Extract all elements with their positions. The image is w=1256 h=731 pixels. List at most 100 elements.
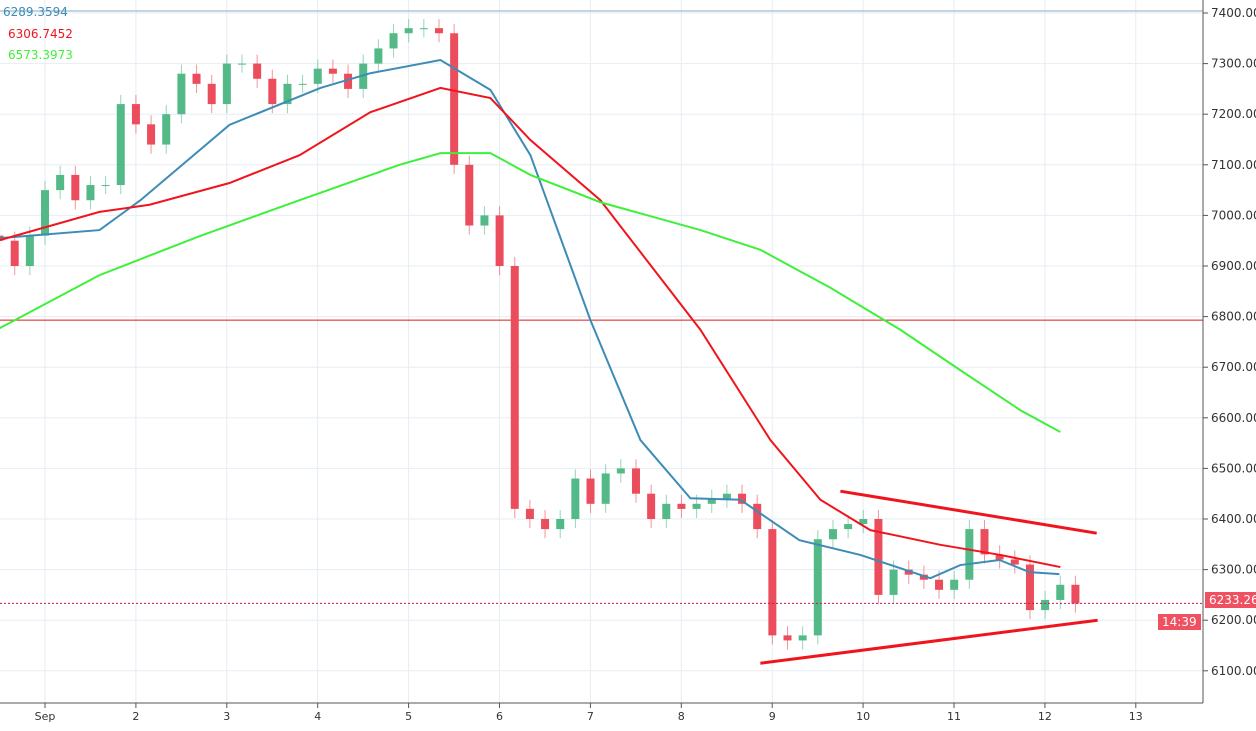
time-tick-label: 13 bbox=[1129, 710, 1143, 723]
time-tick-label: 10 bbox=[856, 710, 870, 723]
candle-body bbox=[1025, 564, 1034, 611]
candle-body bbox=[25, 235, 34, 266]
countdown-tag: 14:39 bbox=[1158, 614, 1201, 630]
candle-body bbox=[677, 503, 686, 509]
trendline bbox=[840, 489, 1097, 535]
candle-body bbox=[768, 529, 777, 636]
candle-body bbox=[1056, 584, 1065, 600]
candle-body bbox=[965, 529, 974, 580]
candle-body bbox=[541, 519, 550, 530]
time-tick-label: 4 bbox=[314, 710, 321, 723]
candle-body bbox=[889, 569, 898, 595]
price-tick-label: 6500.00 bbox=[1211, 461, 1256, 475]
time-tick-label: Sep bbox=[35, 710, 56, 723]
candle-body bbox=[10, 240, 19, 266]
price-tick-label: 7400.00 bbox=[1211, 6, 1256, 20]
candle-body bbox=[692, 503, 701, 509]
candle-body bbox=[404, 28, 413, 34]
candle-body bbox=[828, 529, 837, 540]
candle-body bbox=[495, 215, 504, 266]
candle-body bbox=[41, 190, 50, 236]
candle-body bbox=[434, 28, 443, 34]
price-tick-label: 6300.00 bbox=[1211, 563, 1256, 577]
legend-ma-green: 6573.3973 bbox=[8, 48, 73, 62]
candle-body bbox=[253, 63, 262, 79]
candle-body bbox=[662, 503, 671, 519]
candle-body bbox=[147, 124, 156, 145]
candle-body bbox=[268, 78, 277, 105]
time-tick-label: 3 bbox=[223, 710, 230, 723]
candle-body bbox=[738, 493, 747, 504]
candle-body bbox=[586, 478, 595, 504]
candle-body bbox=[237, 63, 246, 65]
time-tick-label: 2 bbox=[132, 710, 139, 723]
time-tick-label: 9 bbox=[769, 710, 776, 723]
candle-body bbox=[162, 114, 171, 145]
price-tick-label: 6600.00 bbox=[1211, 411, 1256, 425]
price-tick-label: 6200.00 bbox=[1211, 613, 1256, 627]
candle-body bbox=[131, 104, 140, 125]
candle-body bbox=[510, 266, 519, 509]
price-tick-label: 7300.00 bbox=[1211, 57, 1256, 71]
moving-average-line-1 bbox=[0, 86, 1061, 569]
candle-body bbox=[980, 529, 989, 555]
candle-body bbox=[480, 215, 489, 226]
candle-body bbox=[859, 519, 868, 525]
candle-body bbox=[86, 185, 95, 201]
candle-body bbox=[525, 508, 534, 519]
candle-body bbox=[783, 635, 792, 641]
moving-average-line-0 bbox=[0, 59, 1060, 580]
candle-body bbox=[813, 539, 822, 636]
candle-body bbox=[1041, 599, 1050, 611]
time-tick-label: 11 bbox=[947, 710, 961, 723]
candle-body bbox=[192, 73, 201, 84]
candle-body bbox=[328, 68, 337, 74]
candle-body bbox=[707, 498, 716, 504]
candle-body bbox=[71, 174, 80, 201]
candle-body bbox=[298, 83, 307, 85]
candle-body bbox=[950, 579, 959, 590]
candle-body bbox=[556, 519, 565, 530]
time-tick-label: 6 bbox=[496, 710, 503, 723]
last-price-tag: 6233.26 bbox=[1205, 592, 1256, 608]
candle-body bbox=[722, 493, 731, 499]
candle-body bbox=[374, 48, 383, 64]
candle-body bbox=[904, 569, 913, 575]
candle-body bbox=[631, 468, 640, 494]
trendline bbox=[760, 618, 1098, 665]
candle-body bbox=[389, 33, 398, 49]
price-tick-label: 6100.00 bbox=[1211, 664, 1256, 678]
price-tick-label: 7000.00 bbox=[1211, 208, 1256, 222]
candle-body bbox=[450, 33, 459, 165]
moving-average-line-2 bbox=[0, 152, 1061, 433]
candle-body bbox=[283, 83, 292, 105]
time-tick-label: 12 bbox=[1038, 710, 1052, 723]
candle-body bbox=[601, 473, 610, 504]
candle-body bbox=[995, 554, 1004, 560]
candle-body bbox=[419, 28, 428, 30]
price-tick-label: 6700.00 bbox=[1211, 360, 1256, 374]
price-tick-label: 6400.00 bbox=[1211, 512, 1256, 526]
time-tick-label: 5 bbox=[405, 710, 412, 723]
candle-body bbox=[571, 478, 580, 519]
candle-body bbox=[56, 174, 65, 191]
candle-body bbox=[207, 83, 216, 105]
price-tick-label: 7200.00 bbox=[1211, 107, 1256, 121]
candle-body bbox=[177, 73, 186, 115]
candle-body bbox=[616, 468, 625, 474]
price-tick-label: 6800.00 bbox=[1211, 310, 1256, 324]
candle-body bbox=[874, 519, 883, 595]
price-tick-label: 6900.00 bbox=[1211, 259, 1256, 273]
candle-body bbox=[798, 635, 807, 641]
candle-body bbox=[344, 73, 353, 89]
candle-body bbox=[919, 574, 928, 580]
candle-body bbox=[101, 185, 110, 187]
price-tick-label: 7100.00 bbox=[1211, 158, 1256, 172]
candle-body bbox=[647, 493, 656, 519]
candle-body bbox=[313, 68, 322, 84]
time-tick-label: 7 bbox=[587, 710, 594, 723]
candle-body bbox=[1071, 584, 1080, 604]
candle-body bbox=[1010, 559, 1019, 565]
legend-ma-red: 6306.7452 bbox=[8, 27, 73, 41]
